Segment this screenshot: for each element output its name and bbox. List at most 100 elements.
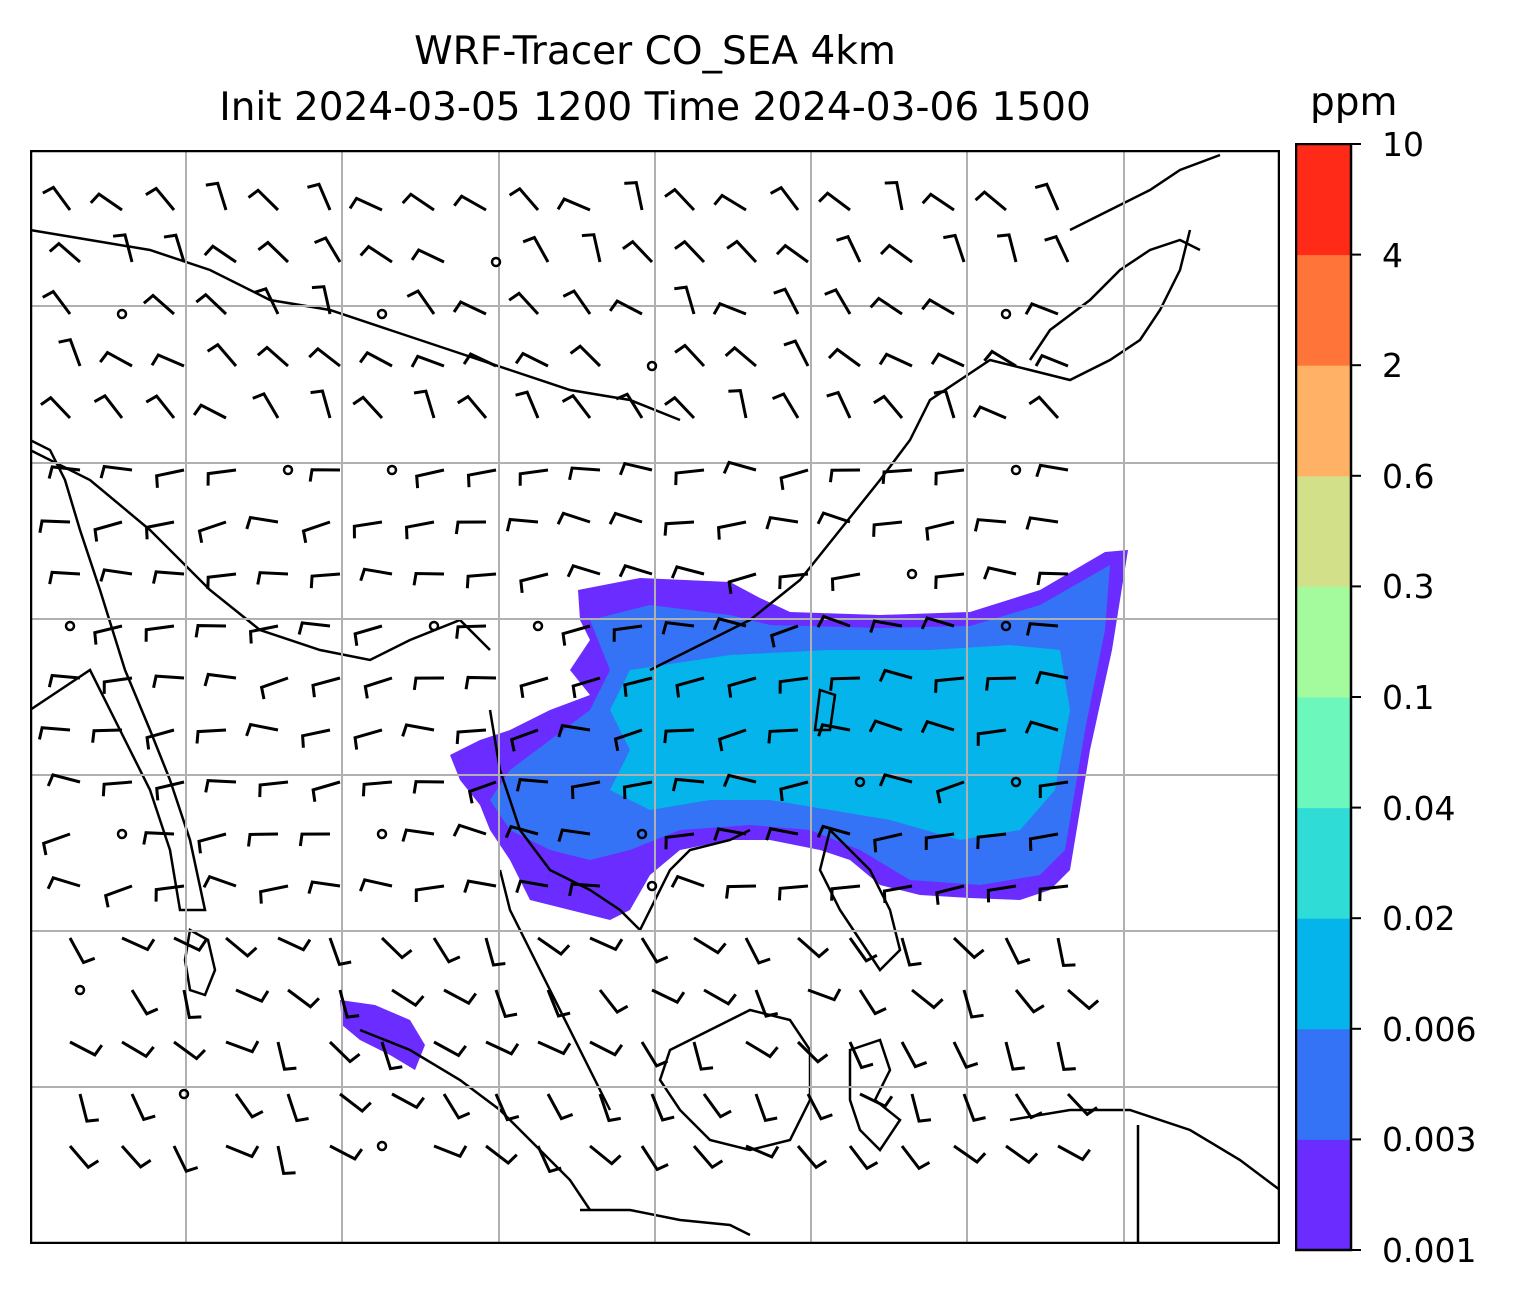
wind-barb: [154, 884, 185, 902]
wind-barb: [1066, 1092, 1098, 1117]
wind-barb: [464, 675, 497, 690]
wind-barb-calm: [532, 620, 544, 632]
wind-barb: [571, 676, 601, 699]
wind-barb: [202, 874, 237, 889]
wind-barb: [307, 182, 332, 211]
wind-barb: [664, 187, 696, 212]
wind-barb: [806, 1093, 833, 1121]
wind-barb: [674, 285, 696, 315]
wind-barb: [508, 186, 540, 211]
wind-barb: [561, 624, 591, 646]
wind-barb: [462, 352, 497, 368]
philippines: [818, 827, 902, 972]
wind-barb: [93, 520, 123, 542]
wind-barb: [1067, 988, 1100, 1011]
wind-barb: [456, 394, 488, 419]
colorbar-tick-label: 0.006: [1382, 1009, 1477, 1049]
wind-barb: [1056, 1041, 1076, 1071]
wind-barb: [884, 180, 904, 211]
wind-barb: [618, 461, 653, 476]
wind-barb-calm: [906, 568, 918, 580]
colorbar-band: [1296, 586, 1351, 698]
wind-barb: [301, 728, 331, 748]
wind-barb: [767, 728, 799, 744]
wind-barb: [359, 567, 393, 582]
wind-barb: [546, 1093, 574, 1121]
wind-barb: [775, 243, 809, 264]
wind-barb: [225, 1144, 260, 1159]
wind-barb: [692, 1145, 724, 1170]
wind-barb: [848, 937, 878, 963]
wind-barb: [693, 936, 727, 955]
wind-barb: [674, 468, 705, 486]
sulawesi: [848, 1038, 902, 1152]
wind-barb: [276, 1041, 297, 1071]
wind-barb: [410, 248, 445, 264]
wind-barb: [608, 511, 643, 525]
wind-barb: [717, 728, 747, 752]
wind-barb: [724, 345, 757, 368]
wind-barb: [807, 988, 842, 1002]
wind-barb: [504, 824, 539, 839]
wind-barb: [976, 728, 1007, 746]
wind-barb: [1024, 301, 1059, 316]
borneo: [658, 1008, 812, 1152]
wind-barb-calm: [1010, 776, 1022, 788]
wind-barb: [247, 188, 280, 212]
wind-barb: [848, 1041, 874, 1070]
wind-barb: [256, 345, 289, 368]
wind-barb: [245, 722, 279, 737]
wind-barb: [442, 1093, 471, 1120]
wind-barb: [259, 676, 289, 700]
wind-barb: [920, 719, 955, 734]
wind-barb-calm: [1000, 308, 1012, 320]
wind-barb: [313, 236, 342, 263]
wind-barb: [640, 1145, 669, 1172]
colorbar-tick-label: 2: [1382, 346, 1403, 386]
colorbar-tick-label: 0.1: [1382, 678, 1435, 717]
wind-barb: [983, 349, 1017, 368]
wind-barb-calm: [1000, 620, 1012, 632]
wind-barb: [358, 350, 393, 368]
wind-barb: [976, 832, 1007, 850]
wind-barb: [203, 244, 237, 264]
wind-barb: [722, 460, 757, 474]
wind-barb: [920, 616, 955, 630]
wind-barb: [245, 515, 279, 530]
wind-barb: [566, 564, 601, 578]
wind-barb: [726, 239, 758, 264]
wind-barb: [670, 874, 705, 888]
wind-barb: [911, 988, 944, 1010]
wind-barb: [467, 780, 497, 804]
colorbar-band: [1296, 254, 1351, 366]
wind-barb: [352, 395, 384, 420]
wind-barb: [311, 285, 332, 315]
wind-barb-calm: [376, 828, 388, 840]
wind-barb: [769, 624, 799, 648]
colorbar-band: [1296, 918, 1351, 1030]
wind-barb: [338, 989, 360, 1019]
wind-barb: [508, 291, 540, 316]
taiwan: [813, 688, 837, 732]
wind-barb: [455, 728, 487, 745]
colorbar-band: [1296, 365, 1351, 477]
wind-barb: [380, 936, 413, 960]
wind-barb: [414, 884, 445, 902]
wind-barb: [615, 392, 644, 419]
wind-barb-calm: [386, 464, 398, 476]
wind-barb-calm: [282, 464, 294, 476]
wind-barb: [900, 1041, 928, 1069]
wind-barb: [144, 520, 175, 540]
wind-barb: [259, 884, 289, 904]
map-frame: [30, 150, 1280, 1244]
wind-barb-calm: [428, 620, 440, 632]
wind-barb: [38, 519, 71, 534]
wind-barb: [869, 296, 903, 316]
wind-barb: [985, 676, 1017, 691]
wind-barb-calm: [854, 776, 866, 788]
wind-barb: [412, 571, 445, 586]
wind-barb: [130, 989, 159, 1016]
colorbar-tick-label: 0.04: [1382, 788, 1456, 828]
wind-barb: [142, 831, 175, 845]
wind-barb: [58, 337, 82, 367]
